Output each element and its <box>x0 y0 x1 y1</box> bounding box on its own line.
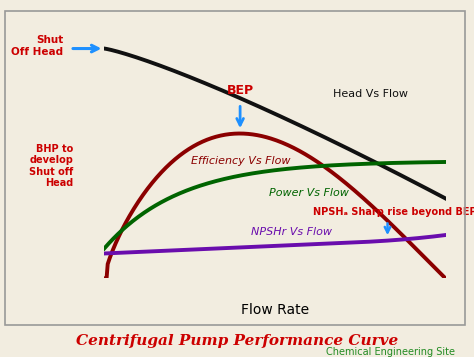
Text: Centrifugal Pump Performance Curve: Centrifugal Pump Performance Curve <box>76 333 398 347</box>
Text: Flow Rate: Flow Rate <box>241 303 309 317</box>
Text: NPSHₐ Sharp rise beyond BEP: NPSHₐ Sharp rise beyond BEP <box>312 207 474 217</box>
Text: Efficiency Vs Flow: Efficiency Vs Flow <box>191 156 291 166</box>
Text: Power Vs Flow: Power Vs Flow <box>269 188 349 198</box>
Text: NPSHr Vs Flow: NPSHr Vs Flow <box>252 227 332 237</box>
Text: Chemical Engineering Site: Chemical Engineering Site <box>326 347 455 357</box>
Text: BHP to
develop
Shut off
Head: BHP to develop Shut off Head <box>29 144 73 188</box>
Text: Head Vs Flow: Head Vs Flow <box>333 89 408 99</box>
Text: Shut
Off Head: Shut Off Head <box>11 35 64 57</box>
Text: BEP: BEP <box>227 84 254 97</box>
